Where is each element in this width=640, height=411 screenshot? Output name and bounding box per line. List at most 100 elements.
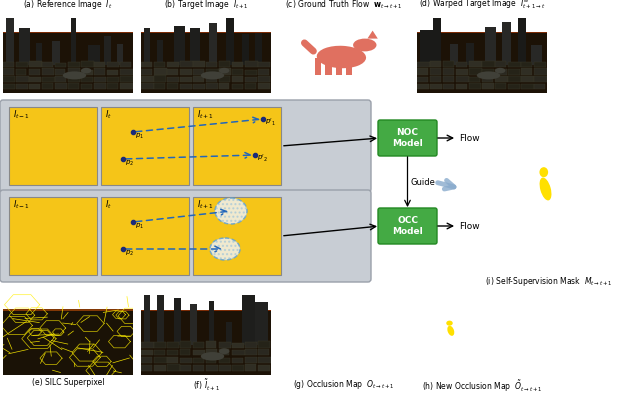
Bar [3,311,133,375]
Bar [141,311,271,314]
Bar [193,342,204,348]
Bar [29,61,42,67]
Bar [232,350,244,356]
Bar [225,322,232,345]
Bar [258,357,271,363]
Text: $p'_1$: $p'_1$ [265,117,276,128]
Bar [3,33,133,35]
Bar [449,44,458,65]
Bar [29,76,41,82]
Bar [471,337,477,356]
Bar [81,76,93,82]
Bar [141,311,271,313]
Bar [141,311,271,375]
Bar [167,69,178,75]
Bar [521,62,532,67]
Bar [469,61,482,67]
Bar [173,298,181,345]
Bar [42,77,55,82]
Ellipse shape [540,167,548,177]
Bar [141,342,154,348]
Bar [120,69,132,75]
Ellipse shape [511,318,536,332]
FancyBboxPatch shape [9,197,97,275]
Text: OCC
Model: OCC Model [392,216,423,236]
Bar [417,32,547,35]
Bar [232,343,244,348]
Bar [255,302,268,345]
FancyArrowPatch shape [302,321,313,331]
FancyBboxPatch shape [0,100,371,192]
Bar [107,76,120,82]
Bar [258,69,269,75]
Ellipse shape [201,352,224,360]
Bar [219,349,230,356]
Bar [3,33,133,35]
Bar [55,69,65,75]
Bar [3,32,133,35]
Bar [167,76,179,82]
Bar [3,32,133,35]
Bar [29,69,40,75]
Bar [482,83,494,89]
Polygon shape [367,30,378,39]
Bar [55,83,67,89]
Ellipse shape [215,198,247,224]
Bar [417,33,547,93]
Bar [191,28,200,65]
Bar [52,41,60,65]
Bar [3,32,133,35]
Bar [206,76,217,82]
Bar [117,44,123,65]
Bar [19,28,30,65]
Bar [167,365,180,371]
Bar [141,33,271,35]
Bar [141,32,271,34]
Bar [206,83,218,89]
Bar [193,61,205,67]
Bar [3,32,133,34]
Bar [258,349,269,356]
Bar [180,365,191,371]
Bar [81,62,93,67]
Text: Guide: Guide [410,178,435,187]
Bar [469,83,481,89]
Bar [346,58,353,75]
Bar [219,68,231,75]
Bar [417,32,547,34]
Bar [232,69,243,75]
Bar [141,33,271,93]
Bar [167,357,178,363]
Text: $I_t$: $I_t$ [105,108,112,120]
Bar [6,18,13,65]
Bar [154,76,166,82]
Ellipse shape [447,326,454,336]
FancyBboxPatch shape [101,197,189,275]
Ellipse shape [314,325,369,349]
FancyBboxPatch shape [0,190,371,282]
Bar [502,22,511,65]
Bar [232,76,243,82]
Bar [141,311,271,314]
Bar [3,32,133,35]
Bar [35,44,42,65]
Bar [42,62,53,67]
Bar [245,70,257,75]
Bar [16,62,28,67]
Text: $I_{t+1}$: $I_{t+1}$ [197,108,214,120]
Bar [3,311,133,314]
Bar [420,30,433,65]
Bar [141,310,271,313]
Bar [206,365,218,371]
Bar [141,311,271,313]
Ellipse shape [355,317,378,331]
Bar [88,45,100,65]
Bar [141,311,271,313]
FancyBboxPatch shape [378,208,437,244]
Bar [255,33,262,65]
Bar [173,26,186,65]
Bar [443,68,454,75]
Bar [518,18,526,65]
Bar [180,69,192,75]
Bar [167,350,179,356]
